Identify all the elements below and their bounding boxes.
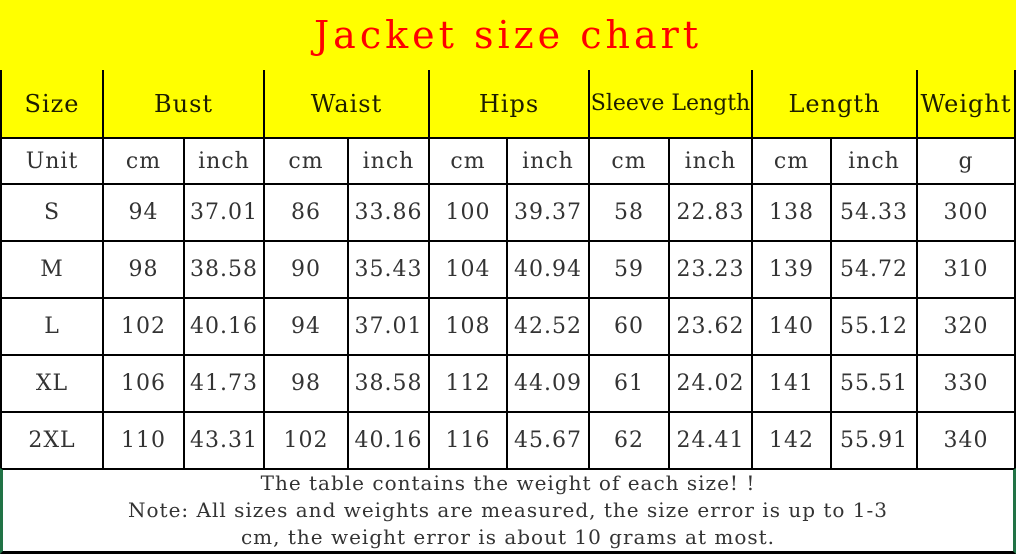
table-cell: 138 <box>751 183 830 240</box>
unit-cell: cm <box>428 137 506 183</box>
unit-cell: Unit <box>0 137 102 183</box>
table-cell: 37.01 <box>183 183 263 240</box>
header-cell-weight: Weight <box>916 70 1016 137</box>
table-cell: 104 <box>428 240 506 297</box>
unit-cell: inch <box>183 137 263 183</box>
table-cell: 38.58 <box>347 354 428 411</box>
table-cell: M <box>0 240 102 297</box>
table-body: S 94 37.01 86 33.86 100 39.37 58 22.83 138 54.33 30… <box>0 183 1016 468</box>
unit-row: Unit cm inch cm inch cm inch cm inch cm inch g <box>0 137 1016 183</box>
table-row: L 102 40.16 94 37.01 108 42.52 60 23.62 140 55.12 3… <box>0 297 1016 354</box>
table-cell: 24.02 <box>668 354 751 411</box>
table-cell: 55.51 <box>830 354 916 411</box>
table-cell: 58 <box>588 183 668 240</box>
table-cell: 2XL <box>0 411 102 468</box>
unit-cell: cm <box>751 137 830 183</box>
table-cell: 40.16 <box>347 411 428 468</box>
table-cell: 142 <box>751 411 830 468</box>
table-cell: 41.73 <box>183 354 263 411</box>
table-cell: 23.23 <box>668 240 751 297</box>
table-cell: 54.33 <box>830 183 916 240</box>
table-cell: 90 <box>263 240 347 297</box>
unit-cell: inch <box>668 137 751 183</box>
table-row: 2XL 110 43.31 102 40.16 116 45.67 62 24.41 142 55.… <box>0 411 1016 468</box>
table-cell: 59 <box>588 240 668 297</box>
header-cell-sleeve-length: Sleeve Length <box>588 70 751 137</box>
table-cell: 23.62 <box>668 297 751 354</box>
table-cell: 22.83 <box>668 183 751 240</box>
note-line: Note: All sizes and weights are measured… <box>128 498 888 522</box>
table-cell: 55.12 <box>830 297 916 354</box>
table-cell: 98 <box>102 240 183 297</box>
header-row: Size Bust Waist Hips Sleeve Length Lengt… <box>0 70 1016 137</box>
unit-cell: g <box>916 137 1016 183</box>
table-cell: 60 <box>588 297 668 354</box>
table-cell: 100 <box>428 183 506 240</box>
table-cell: 94 <box>102 183 183 240</box>
table-cell: 110 <box>102 411 183 468</box>
table-cell: 116 <box>428 411 506 468</box>
table-cell: 54.72 <box>830 240 916 297</box>
header-cell-waist: Waist <box>263 70 428 137</box>
table-row: M 98 38.58 90 35.43 104 40.94 59 23.23 139 54.72 31… <box>0 240 1016 297</box>
header-cell-length: Length <box>751 70 916 137</box>
footer-note: The table contains the weight of each si… <box>0 468 1016 554</box>
unit-cell: cm <box>263 137 347 183</box>
table-cell: L <box>0 297 102 354</box>
header-cell-size: Size <box>0 70 102 137</box>
table-cell: 38.58 <box>183 240 263 297</box>
unit-cell: inch <box>830 137 916 183</box>
table-cell: 139 <box>751 240 830 297</box>
table-cell: S <box>0 183 102 240</box>
table-cell: 108 <box>428 297 506 354</box>
table-cell: 330 <box>916 354 1016 411</box>
table-cell: 33.86 <box>347 183 428 240</box>
note-line: cm, the weight error is about 10 grams a… <box>240 525 776 549</box>
table-cell: 102 <box>102 297 183 354</box>
table-cell: 55.91 <box>830 411 916 468</box>
unit-cell: inch <box>347 137 428 183</box>
table-cell: 140 <box>751 297 830 354</box>
table-cell: 112 <box>428 354 506 411</box>
table-cell: 42.52 <box>506 297 588 354</box>
table-cell: 43.31 <box>183 411 263 468</box>
table-cell: 86 <box>263 183 347 240</box>
header-cell-hips: Hips <box>428 70 588 137</box>
table-cell: 300 <box>916 183 1016 240</box>
page-title: Jacket size chart <box>313 13 703 57</box>
table-cell: 98 <box>263 354 347 411</box>
table-cell: 35.43 <box>347 240 428 297</box>
table-cell: 340 <box>916 411 1016 468</box>
table-cell: 45.67 <box>506 411 588 468</box>
table-cell: 24.41 <box>668 411 751 468</box>
unit-cell: cm <box>588 137 668 183</box>
table-cell: 44.09 <box>506 354 588 411</box>
table-row: S 94 37.01 86 33.86 100 39.37 58 22.83 138 54.33 30… <box>0 183 1016 240</box>
table-cell: XL <box>0 354 102 411</box>
table-cell: 40.94 <box>506 240 588 297</box>
unit-cell: inch <box>506 137 588 183</box>
title-band: Jacket size chart <box>0 0 1016 70</box>
table-cell: 320 <box>916 297 1016 354</box>
table-cell: 62 <box>588 411 668 468</box>
unit-cell: cm <box>102 137 183 183</box>
table-cell: 37.01 <box>347 297 428 354</box>
table-cell: 61 <box>588 354 668 411</box>
table-row: XL 106 41.73 98 38.58 112 44.09 61 24.02 141 55.51… <box>0 354 1016 411</box>
note-line: The table contains the weight of each si… <box>260 471 756 495</box>
header-cell-bust: Bust <box>102 70 263 137</box>
table-cell: 94 <box>263 297 347 354</box>
table-cell: 102 <box>263 411 347 468</box>
table-cell: 106 <box>102 354 183 411</box>
table-cell: 141 <box>751 354 830 411</box>
table-cell: 40.16 <box>183 297 263 354</box>
table-cell: 39.37 <box>506 183 588 240</box>
table-cell: 310 <box>916 240 1016 297</box>
